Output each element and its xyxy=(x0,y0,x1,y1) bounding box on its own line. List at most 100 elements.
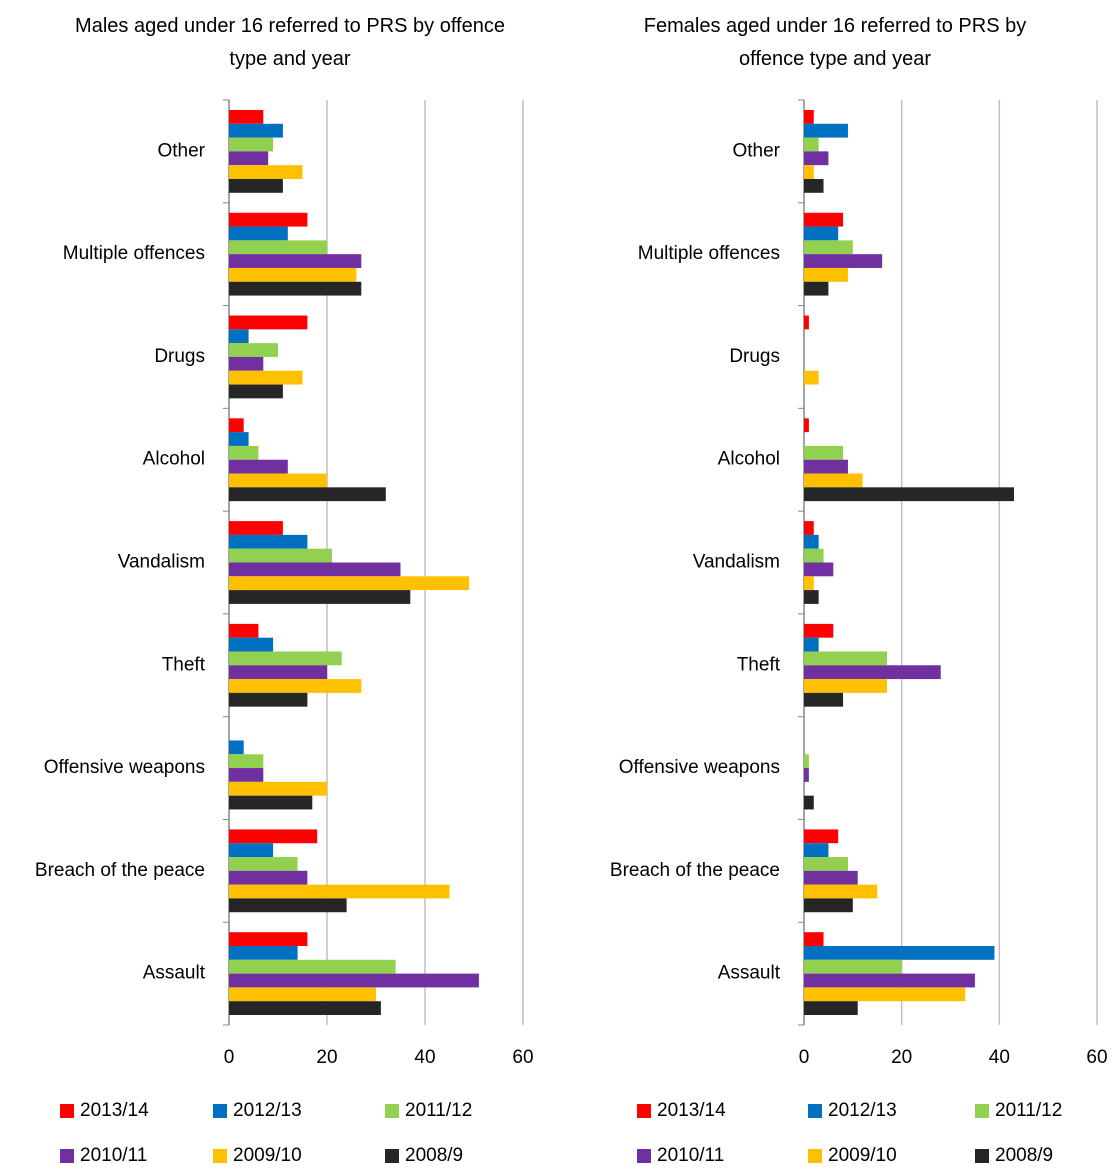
legend-label: 2009/10 xyxy=(233,1145,302,1166)
bar xyxy=(229,445,259,460)
bar xyxy=(229,329,249,344)
bar xyxy=(804,151,829,166)
bar xyxy=(229,432,249,446)
bar xyxy=(229,768,264,782)
bar xyxy=(229,637,274,652)
y-tick-label: Assault xyxy=(143,963,206,984)
y-tick-label: Offensive weapons xyxy=(619,757,780,778)
bar xyxy=(229,692,308,707)
bar xyxy=(229,212,308,227)
bar xyxy=(229,987,376,1002)
y-tick-label: Other xyxy=(157,140,205,161)
legend-marker xyxy=(60,1104,74,1118)
legend-label: 2010/11 xyxy=(80,1145,147,1166)
bar xyxy=(229,548,332,563)
bar xyxy=(229,590,411,604)
bar xyxy=(804,459,848,474)
bar xyxy=(229,754,264,769)
bar xyxy=(229,870,308,885)
bar xyxy=(229,781,327,796)
legend-label: 2013/14 xyxy=(657,1100,726,1121)
bar xyxy=(804,370,819,385)
bar xyxy=(804,445,844,460)
bar xyxy=(229,884,450,899)
bar xyxy=(229,679,362,693)
y-tick-label: Alcohol xyxy=(718,449,780,470)
legend-marker xyxy=(808,1149,822,1163)
bar xyxy=(229,534,308,549)
bar xyxy=(229,370,303,385)
legend-label: 2012/13 xyxy=(828,1100,897,1121)
bar xyxy=(229,343,278,357)
y-tick-label: Breach of the peace xyxy=(610,860,780,881)
bar xyxy=(229,384,283,399)
x-tick-label: 40 xyxy=(414,1047,435,1068)
bar xyxy=(229,623,259,638)
bar xyxy=(229,137,274,152)
y-tick-label: Other xyxy=(732,140,780,161)
y-tick-label: Vandalism xyxy=(118,552,205,573)
bar xyxy=(229,240,327,255)
bar xyxy=(229,740,244,755)
bar xyxy=(229,665,327,680)
bar xyxy=(804,754,809,769)
bar xyxy=(804,665,941,680)
bar xyxy=(804,178,824,193)
bar xyxy=(804,946,995,960)
bar xyxy=(229,109,264,124)
legend-marker xyxy=(385,1104,399,1118)
y-tick-label: Theft xyxy=(737,654,781,675)
bar xyxy=(804,123,848,138)
bar xyxy=(804,418,809,433)
bar xyxy=(229,795,313,810)
bar xyxy=(229,315,308,330)
bar xyxy=(804,254,883,268)
y-tick-label: Multiple offences xyxy=(63,243,205,264)
bar xyxy=(804,679,888,693)
y-tick-label: Drugs xyxy=(154,346,205,367)
bar xyxy=(804,534,819,549)
y-tick-label: Breach of the peace xyxy=(35,860,205,881)
bar xyxy=(804,576,814,591)
x-tick-label: 0 xyxy=(799,1047,810,1068)
chart-title: Females aged under 16 referred to PRS by… xyxy=(643,15,1027,70)
bar xyxy=(229,843,274,858)
bar xyxy=(229,123,283,138)
bar xyxy=(804,226,839,241)
legend-label: 2012/13 xyxy=(233,1100,302,1121)
bar xyxy=(229,1001,381,1016)
x-tick-label: 40 xyxy=(989,1047,1010,1068)
bar xyxy=(229,521,283,535)
x-tick-label: 60 xyxy=(1086,1047,1107,1068)
chart-title: Males aged under 16 referred to PRS by o… xyxy=(75,15,505,70)
legend-marker xyxy=(213,1149,227,1163)
x-tick-label: 60 xyxy=(512,1047,533,1068)
bar xyxy=(804,623,834,638)
bar xyxy=(804,240,853,255)
legend-label: 2010/11 xyxy=(657,1145,724,1166)
bar xyxy=(804,829,839,844)
legend-label: 2009/10 xyxy=(828,1145,897,1166)
legend-marker xyxy=(637,1149,651,1163)
bar xyxy=(229,973,479,988)
y-tick-label: Theft xyxy=(162,654,206,675)
bar xyxy=(804,521,814,535)
legend-label: 2008/9 xyxy=(995,1145,1053,1166)
bar xyxy=(804,165,814,179)
bar xyxy=(229,267,357,282)
bar xyxy=(804,692,844,707)
bar xyxy=(229,959,396,974)
x-tick-label: 20 xyxy=(316,1047,337,1068)
bar xyxy=(229,487,386,502)
bar xyxy=(804,281,829,296)
bar xyxy=(804,267,848,282)
bar xyxy=(804,870,858,885)
bar xyxy=(804,843,829,858)
bar xyxy=(229,226,288,241)
bar xyxy=(229,576,470,591)
x-tick-label: 0 xyxy=(224,1047,235,1068)
bar xyxy=(804,590,819,604)
legend-marker xyxy=(975,1149,989,1163)
bar xyxy=(804,898,853,913)
